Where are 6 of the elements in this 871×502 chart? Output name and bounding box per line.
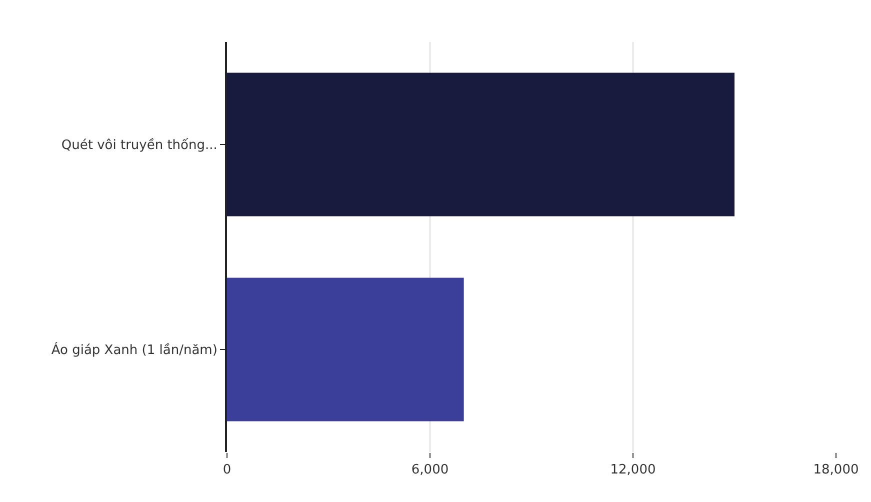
x-tick-label: 6,000 bbox=[411, 462, 449, 478]
y-tick-label: Áo giáp Xanh (1 lần/năm) bbox=[51, 341, 218, 358]
y-tick-label: Quét vôi truyền thống... bbox=[61, 137, 218, 154]
x-tick-label: 12,000 bbox=[610, 462, 656, 478]
x-tick-label: 18,000 bbox=[813, 462, 859, 478]
x-tick-label: 0 bbox=[222, 462, 232, 478]
